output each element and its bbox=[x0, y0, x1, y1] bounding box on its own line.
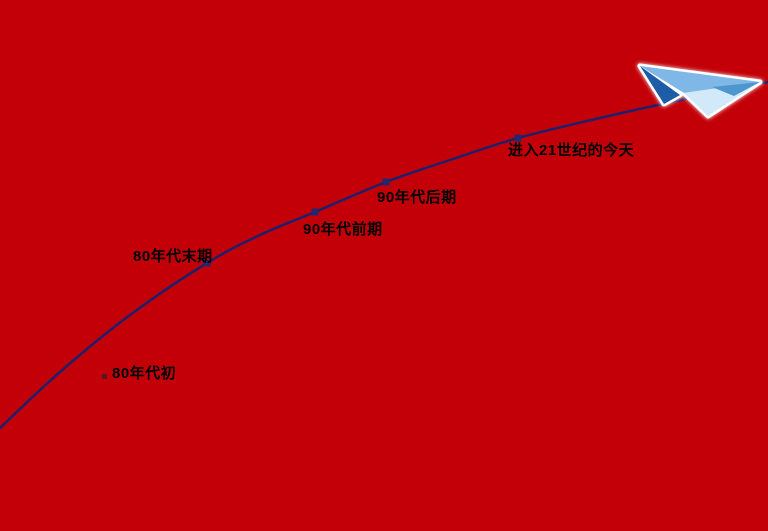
era-label: 90年代后期 bbox=[377, 189, 457, 206]
era-label: 进入21世纪的今天 bbox=[508, 142, 635, 159]
growth-curve-path bbox=[0, 80, 768, 430]
paper-airplane-icon bbox=[637, 63, 763, 119]
era-marker bbox=[203, 259, 211, 267]
era-marker bbox=[382, 178, 390, 186]
start-bullet-marker bbox=[102, 374, 107, 379]
era-marker bbox=[514, 134, 522, 142]
paper-airplane-body bbox=[640, 66, 760, 116]
era-label: 80年代末期 bbox=[133, 248, 213, 265]
era-marker bbox=[311, 208, 319, 216]
era-label: 90年代前期 bbox=[303, 221, 383, 238]
era-label: 80年代初 bbox=[112, 365, 177, 382]
